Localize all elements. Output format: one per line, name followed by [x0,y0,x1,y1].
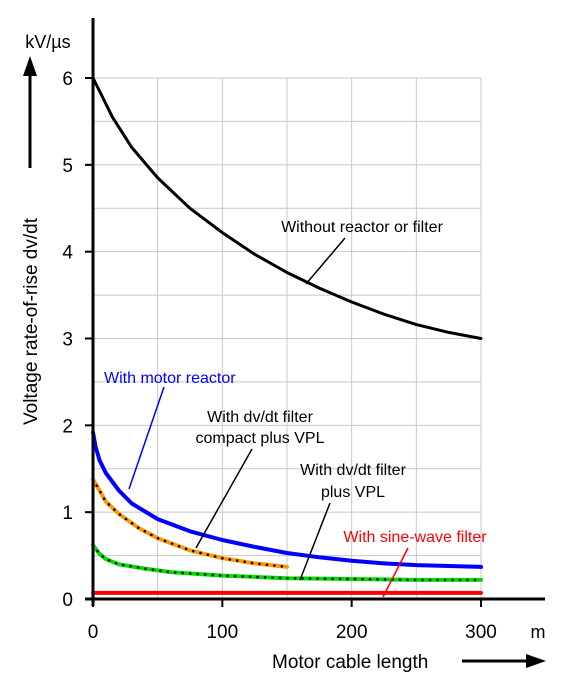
y-tick-label: 5 [62,156,73,177]
x-tick-label: 300 [465,622,497,643]
annotation-leader [195,448,253,549]
y-tick-label: 6 [62,69,73,90]
annotation-line: With dv/dt filter [207,409,313,426]
series-line [91,76,483,340]
annotation-dvdt-compact: With dv/dt filter compact plus VPL [196,409,325,447]
y-tick-label: 2 [62,416,73,437]
x-axis-arrow-head [526,654,546,668]
y-axis-title: Voltage rate-of-rise dv/dt [21,217,42,425]
labels-layer: 0 1 2 3 4 5 6 0 100 200 300 kV/µs m Voltage rate-of-r… [21,32,546,673]
annotation-leader [299,502,331,581]
series-line [91,543,483,582]
y-tick-label: 4 [62,243,73,264]
x-unit-label: m [531,622,546,642]
annotation-line: With dv/dt filter [300,462,406,479]
x-tick-label: 0 [88,622,99,643]
grid [92,77,482,600]
annotation-motor-reactor: With motor reactor [104,370,236,387]
annotation-leader [128,386,165,490]
y-unit-label: kV/µs [25,32,70,52]
axes [23,18,546,668]
x-tick-label: 200 [336,622,368,643]
x-tick-label: 100 [206,622,238,643]
series-line [91,477,289,569]
annotation-leader [305,237,346,285]
series-layer [91,76,483,595]
annotation-line: compact plus VPL [196,430,325,447]
series-line [91,430,483,569]
y-axis-arrow-head [23,56,37,76]
y-tick-label: 0 [62,590,73,611]
annotation-sine-wave: With sine-wave filter [343,529,487,546]
annotation-line: plus VPL [321,484,385,501]
annotation-leader [382,547,409,598]
annotation-dvdt-plus: With dv/dt filter plus VPL [300,462,406,501]
y-tick-label: 1 [62,503,73,524]
x-axis-title: Motor cable length [272,652,428,673]
annotation-without-reactor: Without reactor or filter [281,219,444,236]
y-tick-label: 3 [62,330,73,351]
